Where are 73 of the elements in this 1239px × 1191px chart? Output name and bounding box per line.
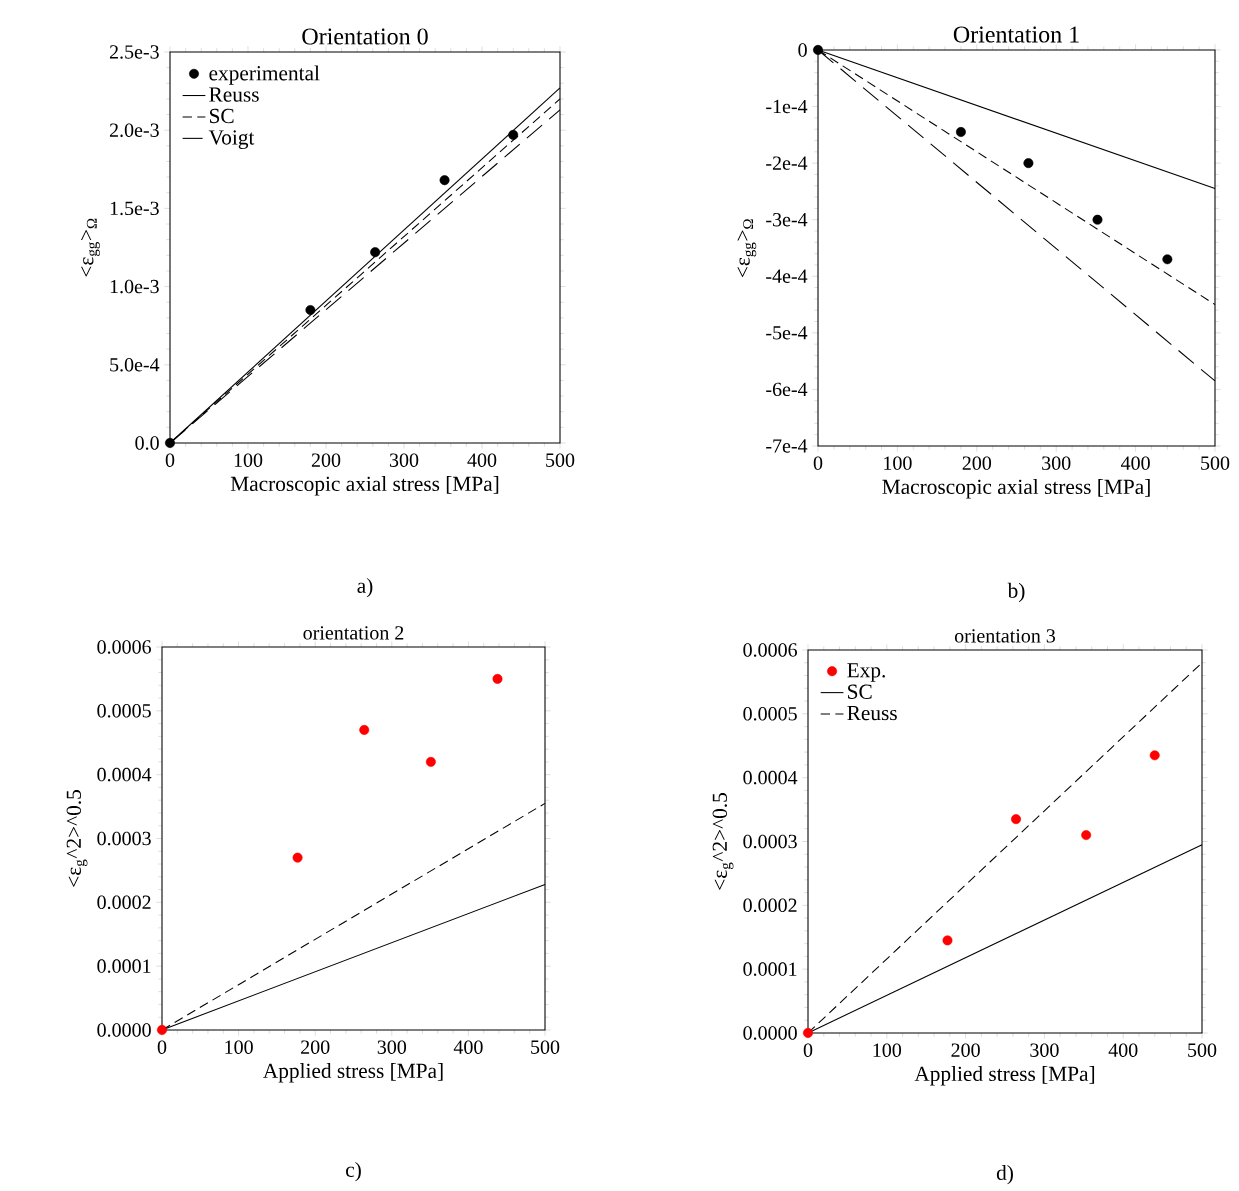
legend-label: experimental: [209, 65, 320, 85]
x-tick-label: 300: [1030, 1043, 1059, 1057]
y-axis-title: <ε$_{g}$^2>^0.5: [66, 790, 88, 887]
x-tick-label: 400: [467, 453, 497, 467]
y-tick-label: 0.0006: [743, 643, 798, 657]
x-tick-label: 300: [377, 1040, 407, 1054]
x-tick-label: 200: [301, 1040, 330, 1054]
legend-label: Voigt: [208, 130, 255, 150]
y-tick-label: 0.0002: [743, 898, 797, 913]
y-tick-label: 5.0e-4: [110, 357, 160, 372]
text: c): [346, 1162, 361, 1182]
y-tick-label: 2.0e-3: [109, 123, 159, 137]
y-tick-label: -1e-4: [766, 99, 808, 114]
x-tick-label: 400: [1121, 456, 1150, 470]
chart-title: Orientation 1: [953, 26, 1079, 43]
y-tick-label: -6e-4: [766, 382, 808, 397]
y-tick-label: -4e-4: [766, 269, 808, 283]
x-axis-title: Applied stress [MPa]: [914, 1066, 1095, 1086]
x-tick-label: 500: [1188, 1043, 1217, 1057]
x-tick-label: 100: [884, 456, 912, 470]
y-tick-label: 0: [798, 43, 807, 57]
y-tick-label: 0.0004: [97, 767, 152, 782]
y-axis-title: <ε$_{gg}$>$_{Ω}$: [81, 218, 100, 277]
legend-label: SC: [209, 108, 234, 124]
text: a): [357, 577, 373, 598]
y-tick-label: 0.0001: [97, 959, 151, 973]
y-tick-label: -7e-4: [766, 439, 808, 453]
y-tick-label: 0.0002: [97, 895, 151, 910]
x-tick-label: 100: [234, 453, 263, 467]
y-tick-label: 0.0003: [97, 831, 151, 846]
y-tick-label: -2e-4: [766, 156, 808, 170]
y-tick-label: 0.0000: [97, 1023, 151, 1037]
legend-label: Reuss: [847, 706, 897, 721]
y-tick-label: -3e-4: [766, 212, 808, 227]
chart-title: Orientation 0: [302, 28, 428, 45]
y-tick-label: 0.0005: [97, 704, 151, 718]
y-tick-label: 2.5e-3: [109, 45, 159, 59]
chart-title: orientation 3: [954, 629, 1056, 643]
x-tick-label: 100: [873, 1043, 902, 1057]
y-tick-label: 0.0005: [743, 707, 797, 721]
y-tick-label: 0.0000: [743, 1026, 797, 1040]
y-tick-label: 0.0004: [743, 770, 798, 785]
y-tick-label: -5e-4: [766, 326, 808, 340]
x-axis-title: Applied stress [MPa]: [263, 1063, 443, 1083]
y-tick-label: 0.0001: [743, 962, 797, 976]
x-axis-title: Macroscopic axial stress [MPa]: [230, 476, 499, 496]
legend-label: SC: [848, 684, 872, 699]
y-tick-label: 0.0006: [97, 640, 152, 654]
y-axis-title: <ε$_{gg}$>$_{Ω}$: [737, 219, 757, 278]
y-axis-title: <ε$_{g}$^2>^0.5: [712, 793, 734, 890]
legend-label: Exp.: [847, 663, 885, 682]
y-tick-label: 1.5e-3: [110, 201, 159, 216]
y-tick-label: 1.0e-3: [110, 279, 159, 294]
x-tick-label: 300: [389, 453, 419, 467]
text: b): [1007, 582, 1025, 603]
x-axis-title: Macroscopic axial stress [MPa]: [882, 479, 1150, 499]
x-tick-label: 500: [546, 453, 575, 467]
text: d): [996, 1165, 1013, 1185]
chart-title: orientation 2: [303, 626, 404, 640]
x-tick-label: 400: [453, 1040, 483, 1054]
x-tick-label: 0: [165, 453, 175, 467]
x-tick-label: 400: [1108, 1043, 1138, 1057]
x-tick-label: 300: [1042, 456, 1071, 470]
x-tick-label: 0: [813, 456, 823, 470]
y-tick-label: 0.0003: [743, 834, 797, 849]
x-tick-label: 200: [311, 453, 341, 467]
x-tick-label: 500: [531, 1040, 560, 1054]
x-tick-label: 200: [951, 1043, 980, 1057]
legend-label: Reuss: [209, 87, 259, 102]
y-tick-label: 0.0: [135, 436, 159, 450]
x-tick-label: 500: [1201, 456, 1230, 470]
x-tick-label: 100: [225, 1040, 253, 1054]
x-tick-label: 200: [962, 456, 992, 470]
